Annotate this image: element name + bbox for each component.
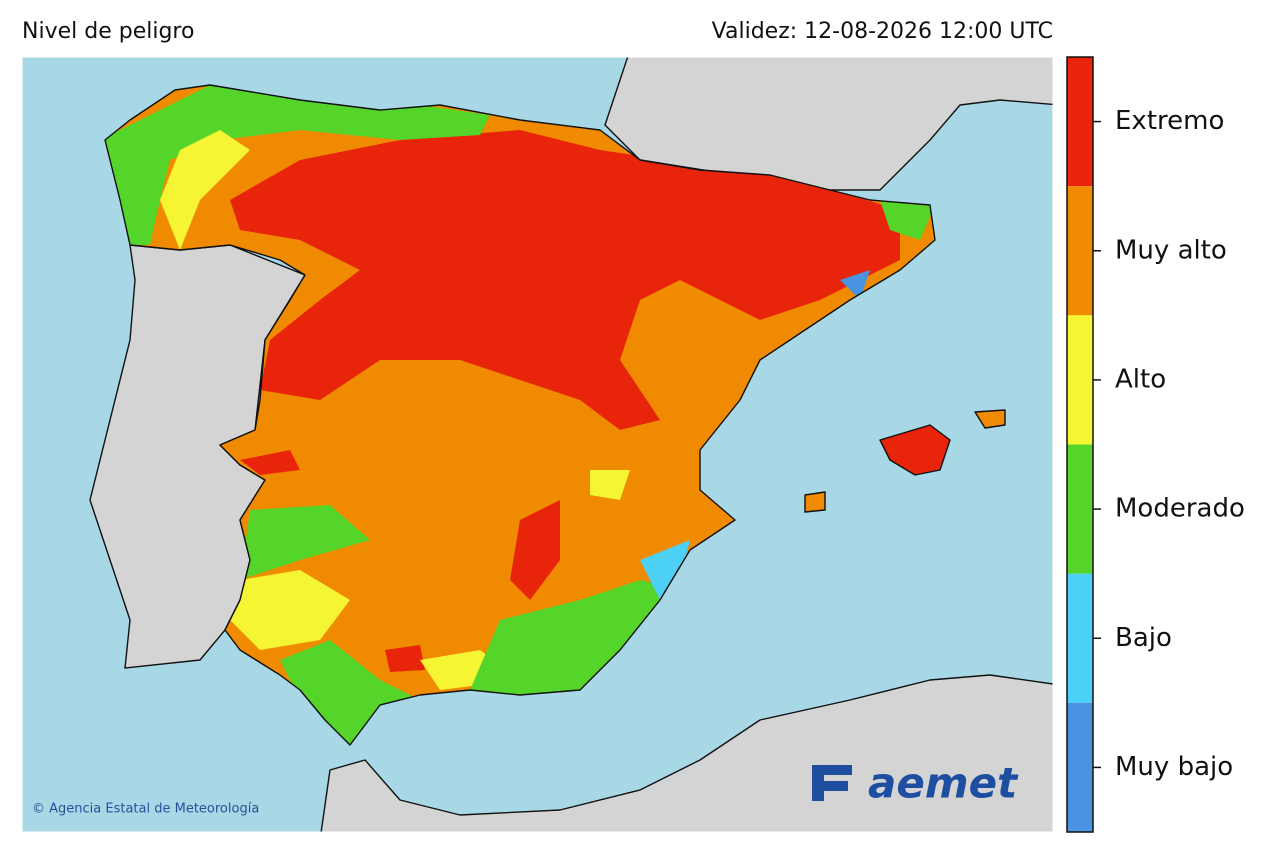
legend-swatch	[1067, 573, 1093, 703]
menorca	[974, 409, 1006, 429]
map-frame	[21, 56, 1054, 833]
area-alto	[230, 570, 350, 650]
ibiza	[804, 491, 826, 513]
area-extremo	[240, 450, 300, 475]
area-alto	[160, 130, 250, 250]
legend-label: Extremo	[1115, 106, 1224, 136]
legend-swatch	[1067, 444, 1093, 574]
area-moderado	[105, 85, 490, 245]
legend-border	[1066, 56, 1094, 833]
legend-swatch	[1067, 702, 1093, 832]
legend-label: Muy alto	[1115, 235, 1227, 265]
legend-label: Bajo	[1115, 623, 1172, 653]
legend-label: Muy bajo	[1115, 752, 1233, 782]
logo-icon	[812, 765, 852, 801]
mallorca	[879, 424, 951, 476]
area-moderado	[470, 580, 680, 695]
legend-swatch	[1067, 186, 1093, 316]
area-moderado	[240, 505, 370, 580]
map-title: Nivel de peligro	[22, 19, 194, 44]
legend-swatch	[1067, 57, 1093, 187]
africa	[320, 674, 1053, 832]
aemet-logo: aemet	[812, 759, 1019, 808]
area-bajo	[640, 540, 690, 600]
legend-label: Alto	[1115, 364, 1166, 394]
legend-swatch	[1067, 315, 1093, 445]
area-extremo	[385, 645, 425, 672]
legend: Extremo Muy alto Alto Moderado Bajo Muy bajo	[1066, 56, 1245, 833]
area-moderado	[880, 200, 935, 240]
logo-text: aemet	[868, 759, 1019, 808]
area-alto	[590, 470, 630, 500]
area-extremo	[510, 500, 560, 600]
france	[604, 57, 1053, 191]
legend-label: Moderado	[1115, 494, 1245, 524]
validity-time: Validez: 12-08-2026 12:00 UTC	[712, 19, 1053, 44]
map: © Agencia Estatal de Meteorología aemet	[22, 57, 1053, 832]
area-extremo	[230, 130, 900, 430]
credit: © Agencia Estatal de Meteorología	[32, 802, 259, 817]
